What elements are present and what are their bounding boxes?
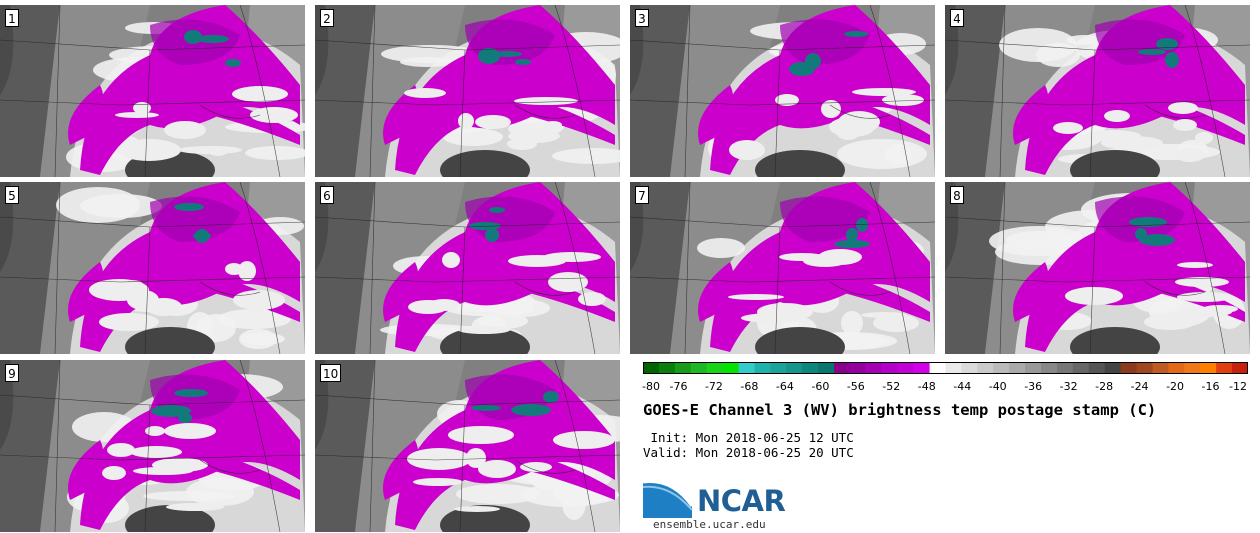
colorbar-swatch	[786, 362, 803, 374]
member-panel-6: 6	[315, 182, 620, 354]
colorbar-tick-label: -48	[917, 380, 936, 393]
colorbar-tick-label: -24	[1130, 380, 1149, 393]
colorbar-swatch	[722, 362, 740, 374]
colorbar-tick-label: -16	[1201, 380, 1220, 393]
colorbar-swatch	[849, 362, 867, 374]
panel-label: 1	[5, 9, 19, 27]
panel-label: 8	[950, 186, 964, 204]
panel-label: 3	[635, 9, 649, 27]
colorbar-swatch	[643, 362, 660, 374]
colorbar-swatch	[1168, 362, 1185, 374]
colorbar-tick-label: -32	[1059, 380, 1078, 393]
colorbar-border	[643, 362, 1248, 374]
colorbar-tick-label: -40	[988, 380, 1007, 393]
colorbar-tick-label: -28	[1095, 380, 1114, 393]
colorbar-swatch	[1104, 362, 1122, 374]
plot-title: GOES-E Channel 3 (WV) brightness temp po…	[643, 401, 1157, 419]
panel-label: 4	[950, 9, 964, 27]
colorbar-tick-label: -36	[1024, 380, 1043, 393]
colorbar-swatch	[1152, 362, 1169, 374]
colorbar-swatch	[977, 362, 994, 374]
panel-label: 6	[320, 186, 334, 204]
colorbar-swatch	[993, 362, 1010, 374]
member-panel-3: 3	[630, 5, 935, 177]
member-panel-4: 4	[945, 5, 1250, 177]
member-panel-10: 10	[315, 360, 620, 532]
colorbar-swatch	[865, 362, 883, 374]
panel-label: 9	[5, 364, 19, 382]
colorbar-swatch	[754, 362, 771, 374]
member-panel-2: 2	[315, 5, 620, 177]
colorbar-swatch	[1200, 362, 1217, 374]
member-panel-8: 8	[945, 182, 1250, 354]
colorbar-tick-label: -44	[953, 380, 972, 393]
colorbar-swatch	[1120, 362, 1138, 374]
colorbar-tick-label: -20	[1166, 380, 1185, 393]
colorbar-swatch	[706, 362, 724, 374]
colorbar-swatch	[1136, 362, 1153, 374]
colorbar-tick-label: -72	[704, 380, 723, 393]
init-time: Init: Mon 2018-06-25 12 UTC	[643, 430, 854, 445]
logo-name: NCAR	[697, 484, 786, 518]
colorbar-swatch	[945, 362, 962, 374]
ncar-logo-icon	[642, 480, 694, 518]
colorbar-swatch	[658, 362, 676, 374]
member-panel-5: 5	[0, 182, 305, 354]
colorbar-swatch	[897, 362, 915, 374]
colorbar-swatch	[913, 362, 931, 374]
colorbar-tick-label: -60	[811, 380, 830, 393]
colorbar-swatch	[770, 362, 787, 374]
colorbar-swatch	[1056, 362, 1074, 374]
colorbar-swatch	[834, 362, 851, 374]
member-panel-1: 1	[0, 5, 305, 177]
colorbar-swatch	[961, 362, 978, 374]
colorbar-swatch	[1184, 362, 1201, 374]
colorbar-swatch	[690, 362, 708, 374]
panel-label: 2	[320, 9, 334, 27]
member-panel-7: 7	[630, 182, 935, 354]
colorbar-swatch	[1216, 362, 1233, 374]
panel-label: 5	[5, 186, 19, 204]
colorbar-tick-label: -52	[882, 380, 901, 393]
colorbar-swatch	[674, 362, 692, 374]
colorbar	[643, 362, 1248, 374]
logo-url: ensemble.ucar.edu	[653, 518, 766, 531]
colorbar-tick-label: -56	[846, 380, 865, 393]
colorbar-tick-label: -80	[642, 380, 660, 393]
panel-label: 7	[635, 186, 649, 204]
valid-time: Valid: Mon 2018-06-25 20 UTC	[643, 445, 854, 460]
colorbar-swatch	[1009, 362, 1026, 374]
colorbar-swatch	[881, 362, 899, 374]
colorbar-swatch	[1041, 362, 1058, 374]
colorbar-swatch	[1088, 362, 1106, 374]
colorbar-swatch	[738, 362, 755, 374]
colorbar-swatch	[802, 362, 819, 374]
colorbar-swatch	[1072, 362, 1090, 374]
colorbar-swatch	[818, 362, 835, 374]
colorbar-swatch	[1232, 362, 1248, 374]
colorbar-tick-label: -76	[669, 380, 688, 393]
colorbar-tick-label: -64	[775, 380, 794, 393]
colorbar-swatch	[929, 362, 946, 374]
colorbar-swatch	[1025, 362, 1042, 374]
colorbar-tick-label: -68	[740, 380, 759, 393]
member-panel-9: 9	[0, 360, 305, 532]
colorbar-tick-label: -12	[1229, 380, 1247, 393]
panel-label: 10	[320, 364, 342, 382]
